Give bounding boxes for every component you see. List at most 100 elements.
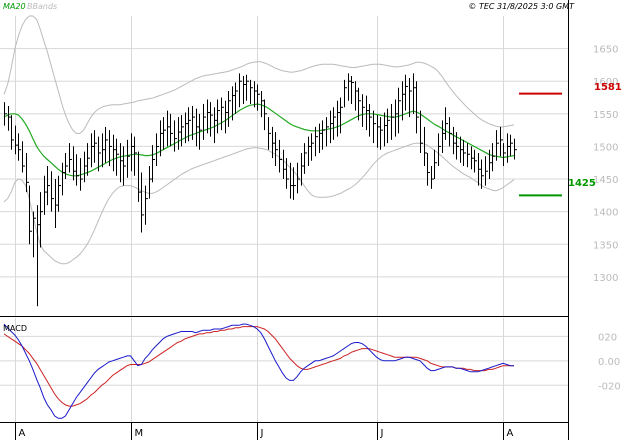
price-bar <box>272 126 275 159</box>
price-bar <box>174 120 177 152</box>
price-bar <box>160 120 163 157</box>
price-bar <box>163 117 166 150</box>
price-bar <box>416 81 419 134</box>
price-bar <box>105 126 108 163</box>
price-bar <box>481 159 484 189</box>
price-bar <box>102 133 105 168</box>
price-bar <box>337 100 340 137</box>
price-bar <box>460 136 463 163</box>
price-bar <box>290 162 293 199</box>
price-bar <box>453 126 456 155</box>
price-bar <box>304 143 307 174</box>
price-bar <box>94 130 97 163</box>
bbands-layer <box>3 15 515 265</box>
price-bar <box>221 97 224 131</box>
price-bar <box>214 107 217 144</box>
macd-signal-line <box>3 326 514 407</box>
price-bar <box>4 102 7 126</box>
price-y-tick-label: 1500 <box>593 142 618 153</box>
price-bar <box>123 146 126 186</box>
price-bar <box>250 79 253 105</box>
price-bar <box>442 120 445 153</box>
price-bar <box>217 99 220 134</box>
price-y-tick-label: 1550 <box>593 110 618 121</box>
price-bar <box>322 120 325 150</box>
price-bar <box>257 84 260 111</box>
price-bar <box>402 81 405 121</box>
price-bar <box>62 162 65 196</box>
price-bar <box>246 74 249 101</box>
price-y-tick-label: 1350 <box>593 240 618 251</box>
price-bar <box>109 130 112 166</box>
resistance-label: 1581 <box>594 82 622 93</box>
price-bar <box>351 76 354 105</box>
bbands-legend-label: BBands <box>27 2 57 11</box>
price-bar <box>80 158 83 191</box>
price-bar <box>308 136 311 166</box>
levels-layer <box>519 92 562 197</box>
price-bar <box>127 139 130 178</box>
price-bar <box>261 91 264 118</box>
price-bar <box>424 126 427 166</box>
price-bar <box>22 141 25 173</box>
price-bar <box>51 171 54 212</box>
price-y-tick-label: 1300 <box>593 273 618 284</box>
price-bar <box>76 154 79 186</box>
price-bar <box>398 87 401 134</box>
price-bar <box>185 112 188 144</box>
price-bar <box>40 192 43 248</box>
price-y-tick-label: 1450 <box>593 175 618 186</box>
price-bar <box>18 133 21 161</box>
price-bar <box>199 113 202 150</box>
price-bar <box>58 175 61 212</box>
price-bar <box>384 112 387 147</box>
price-bar <box>485 156 488 186</box>
price-bar <box>387 108 390 144</box>
price-bar <box>181 115 184 147</box>
price-bar <box>333 107 336 140</box>
price-bar <box>377 115 380 148</box>
price-bar <box>405 74 408 111</box>
price-bar <box>380 117 383 150</box>
macd-y-tick-label: 020 <box>598 332 617 343</box>
price-bar <box>492 143 495 172</box>
price-bar <box>15 125 18 155</box>
price-bar <box>203 104 206 140</box>
price-bar <box>427 152 430 186</box>
price-bar <box>228 91 231 127</box>
price-bar <box>478 152 481 186</box>
month-label: M <box>135 428 144 439</box>
price-bar <box>326 117 329 147</box>
price-bar <box>120 143 123 183</box>
price-bar <box>156 133 159 166</box>
macd-line <box>3 323 514 419</box>
price-bars-layer <box>4 73 517 307</box>
price-bar <box>178 117 181 150</box>
price-bar <box>149 166 152 199</box>
price-bar <box>395 99 398 137</box>
support-label: 1425 <box>568 178 596 189</box>
price-bar <box>167 110 170 147</box>
ma20-layer <box>3 103 515 177</box>
price-bar <box>138 151 141 202</box>
price-bar <box>152 145 155 183</box>
price-bar <box>431 166 434 189</box>
price-bar <box>170 113 173 147</box>
price-bar <box>319 123 322 153</box>
macd-y-tick-label: 0.00 <box>598 357 620 368</box>
price-bar <box>301 152 304 186</box>
price-bar <box>348 73 351 101</box>
month-label: J <box>380 428 384 439</box>
copyright-label: © TEC 31/8/2025 3:0 GMT <box>468 2 575 11</box>
price-bar <box>29 185 32 245</box>
price-bar <box>297 162 300 194</box>
price-bar <box>434 149 437 180</box>
price-bar <box>243 76 246 105</box>
price-bar <box>514 138 517 160</box>
price-bar <box>207 99 210 134</box>
price-bar <box>11 115 14 150</box>
price-bar <box>471 146 474 170</box>
price-bar <box>188 107 191 142</box>
price-bar <box>391 104 394 140</box>
